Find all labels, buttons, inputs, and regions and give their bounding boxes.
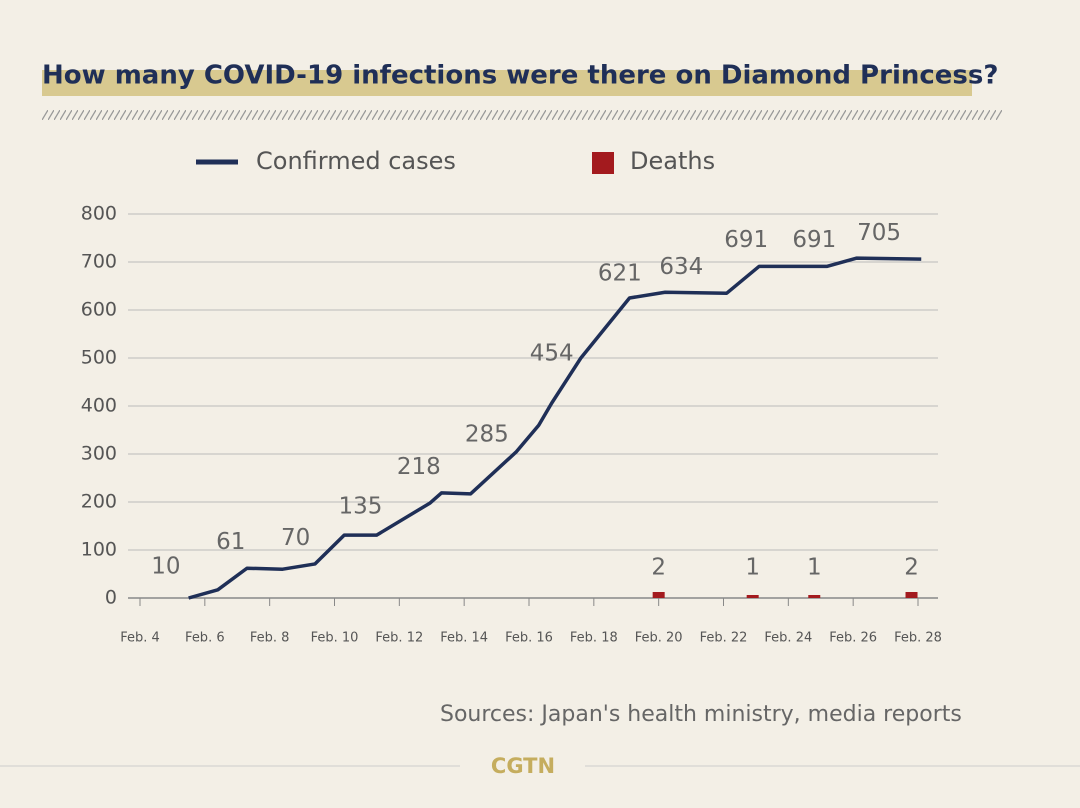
data-label: 218 xyxy=(397,454,441,480)
x-tick-label: Feb. 20 xyxy=(635,631,683,646)
data-label: 691 xyxy=(724,227,768,253)
x-tick-label: Feb. 22 xyxy=(700,631,748,646)
death-bar xyxy=(652,592,665,598)
x-tick-label: Feb. 26 xyxy=(829,631,877,646)
death-bar xyxy=(746,595,759,598)
y-tick-label: 600 xyxy=(81,299,117,321)
chart-title: How many COVID-19 infections were there … xyxy=(42,61,998,91)
brand: CGTN xyxy=(491,754,555,778)
y-tick-label: 300 xyxy=(81,443,117,465)
y-tick-label: 700 xyxy=(81,251,117,273)
data-label: 2 xyxy=(904,555,919,581)
data-label: 1 xyxy=(807,555,822,581)
y-tick-label: 500 xyxy=(81,347,117,369)
x-tick-label: Feb. 28 xyxy=(894,631,942,646)
data-label: 691 xyxy=(792,227,836,253)
y-tick-label: 200 xyxy=(81,491,117,513)
x-tick-label: Feb. 24 xyxy=(764,631,812,646)
x-tick-label: Feb. 12 xyxy=(375,631,423,646)
y-tick-label: 400 xyxy=(81,395,117,417)
x-tick-label: Feb. 16 xyxy=(505,631,553,646)
data-label: 2 xyxy=(651,555,666,581)
data-label: 285 xyxy=(465,422,509,448)
legend-swatch xyxy=(592,152,614,174)
data-label: 61 xyxy=(216,529,245,555)
title-highlight xyxy=(42,70,972,96)
legend-label: Confirmed cases xyxy=(256,147,456,175)
data-label: 621 xyxy=(598,260,642,286)
x-tick-label: Feb. 4 xyxy=(120,631,160,646)
y-tick-label: 0 xyxy=(105,587,117,609)
data-label: 135 xyxy=(338,494,382,520)
data-label: 454 xyxy=(530,341,574,367)
x-tick-label: Feb. 18 xyxy=(570,631,618,646)
data-label: 1 xyxy=(745,555,760,581)
data-label: 705 xyxy=(857,220,901,246)
death-bar xyxy=(905,592,918,598)
data-label: 634 xyxy=(659,254,703,280)
x-tick-label: Feb. 14 xyxy=(440,631,488,646)
death-bar xyxy=(808,595,821,598)
source: Sources: Japan's health ministry, media … xyxy=(440,702,962,727)
data-label: 10 xyxy=(151,554,180,580)
y-tick-label: 800 xyxy=(81,203,117,225)
legend-label: Deaths xyxy=(630,147,715,175)
y-tick-label: 100 xyxy=(81,539,117,561)
x-tick-label: Feb. 10 xyxy=(311,631,359,646)
data-label: 70 xyxy=(281,525,310,551)
divider xyxy=(42,110,1002,120)
cases-line xyxy=(188,256,922,600)
x-tick-label: Feb. 6 xyxy=(185,631,225,646)
x-tick-label: Feb. 8 xyxy=(250,631,290,646)
